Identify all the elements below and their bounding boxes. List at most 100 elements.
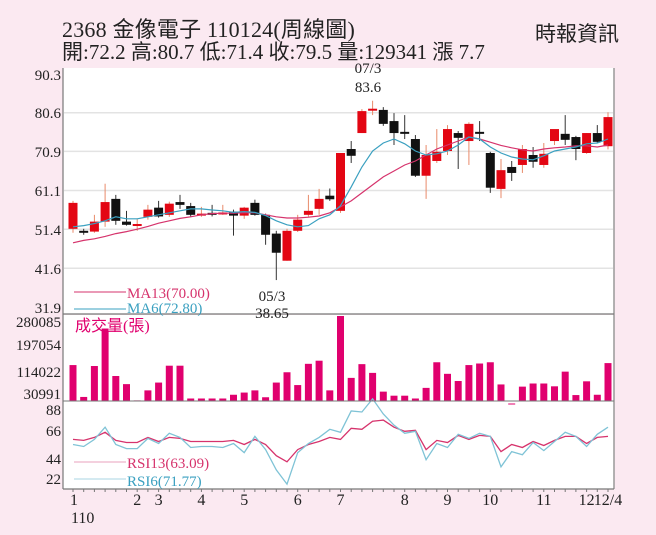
candle <box>282 228 292 261</box>
volume-bar <box>187 398 195 401</box>
rsi13-legend: RSI13(63.09) <box>127 456 209 472</box>
x-tick-label: 3 <box>155 492 163 509</box>
candle <box>271 230 281 281</box>
volume-bar <box>251 390 259 401</box>
volume-bar <box>476 363 484 401</box>
candle <box>421 145 431 199</box>
volume-bar <box>561 371 569 401</box>
volume-bar <box>518 386 526 401</box>
volume-bar <box>508 403 516 405</box>
volume-bar <box>454 381 462 401</box>
volume-bar <box>497 384 505 401</box>
candle <box>410 135 420 177</box>
price-tick: 61.1 <box>35 184 61 200</box>
candle <box>111 194 121 225</box>
volume-bar <box>433 362 441 401</box>
x-tick-label: 9 <box>444 492 452 509</box>
volume-tick: 197054 <box>16 338 62 354</box>
candle <box>378 107 388 126</box>
volume-bar <box>529 383 537 401</box>
x-tick-label: 8 <box>401 492 409 509</box>
candle <box>485 151 495 193</box>
price-tick: 51.4 <box>35 223 62 239</box>
source-label: 時報資訊 <box>535 22 619 46</box>
candle <box>303 194 313 217</box>
x-tick-label: 12/4 <box>594 492 622 509</box>
candle <box>400 115 410 140</box>
volume-bar <box>540 383 548 401</box>
candle <box>550 129 559 146</box>
volume-bar <box>165 365 173 401</box>
candle <box>346 141 356 163</box>
x-tick-label: 12 <box>579 492 595 509</box>
candle <box>336 152 345 213</box>
year-label: 110 <box>71 510 94 527</box>
x-tick-label: 5 <box>240 492 248 509</box>
candle <box>389 113 399 146</box>
rsi-tick: 66 <box>46 424 62 440</box>
candle <box>100 183 110 227</box>
price-tick: 70.9 <box>35 145 61 161</box>
volume-bar <box>155 382 163 401</box>
volume-bar <box>551 386 558 401</box>
x-tick-label: 1 <box>70 492 78 509</box>
chart-title: 2368 金像電子 110124(周線圖) <box>62 17 356 42</box>
low-date-annotation: 05/3 <box>259 289 286 305</box>
volume-bar <box>101 328 109 401</box>
volume-bar <box>230 394 237 401</box>
candle <box>453 131 463 169</box>
candle <box>571 135 581 161</box>
volume-bar <box>572 395 580 401</box>
volume-bar <box>444 373 451 401</box>
volume-bar <box>112 376 120 401</box>
rsi-tick: 88 <box>46 403 61 419</box>
x-axis-labels: 1 2 3 4 5 6 7 8 9 10 11 12 12/4 <box>70 492 622 509</box>
volume-bar <box>347 377 355 401</box>
price-tick: 80.6 <box>35 106 62 122</box>
volume-bar <box>422 387 430 401</box>
high-date-annotation: 07/3 <box>355 61 382 77</box>
volume-bar <box>315 360 323 401</box>
volume-bar <box>123 384 130 401</box>
candle <box>314 188 324 215</box>
candle <box>175 194 185 209</box>
volume-bar <box>304 363 312 401</box>
x-tick-label: 10 <box>482 492 498 509</box>
price-tick: 90.3 <box>35 68 61 84</box>
volume-label: 成交量(張) <box>75 317 150 335</box>
ma13-legend: MA13(70.00) <box>127 286 210 302</box>
candle <box>496 158 506 199</box>
rsi-tick: 44 <box>46 452 62 468</box>
x-tick-label: 4 <box>197 492 205 509</box>
candlesticks <box>68 100 613 281</box>
volume-bar <box>176 365 184 401</box>
volume-bar <box>283 372 291 401</box>
candle <box>464 122 474 165</box>
price-tick: 41.6 <box>35 262 62 278</box>
rsi-tick: 22 <box>46 472 61 488</box>
x-axis-ticks <box>72 489 609 492</box>
volume-bars <box>69 316 612 405</box>
candle <box>560 115 570 146</box>
ohlc-stats: 開:72.2 高:80.7 低:71.4 收:79.5 量:129341 漲 7… <box>62 40 485 64</box>
volume-bar <box>262 397 270 401</box>
rsi-panel <box>63 401 614 489</box>
candle <box>368 100 378 116</box>
volume-bar <box>358 364 366 401</box>
volume-bar <box>486 362 494 401</box>
volume-bar <box>326 390 334 401</box>
low-value-annotation: 38.65 <box>255 306 289 322</box>
volume-tick: 114022 <box>17 365 61 381</box>
price-tick: 31.9 <box>35 301 61 317</box>
ma13-line <box>72 136 609 244</box>
candle <box>475 121 485 142</box>
volume-tick: 30991 <box>24 387 62 403</box>
volume-bar <box>583 381 591 401</box>
candle <box>325 188 335 201</box>
rsi6-line <box>72 397 609 486</box>
rsi6-legend: RSI6(71.77) <box>127 474 202 490</box>
x-tick-label: 2 <box>133 492 141 509</box>
volume-bar <box>294 385 302 401</box>
candle <box>186 202 196 217</box>
